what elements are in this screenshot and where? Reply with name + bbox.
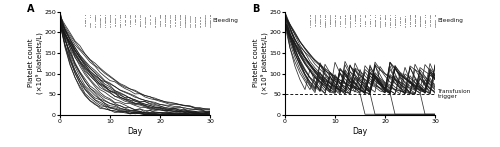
Text: B: B (252, 4, 260, 14)
Text: Bleeding: Bleeding (438, 18, 464, 23)
Text: A: A (27, 4, 34, 14)
Y-axis label: Platelet count
(×10⁹ platelets/L): Platelet count (×10⁹ platelets/L) (28, 32, 42, 94)
Text: Transfusion
trigger: Transfusion trigger (438, 89, 471, 100)
X-axis label: Day: Day (352, 127, 368, 136)
Text: Bleeding: Bleeding (212, 18, 238, 23)
Y-axis label: Platelet count
(×10⁹ platelets/L): Platelet count (×10⁹ platelets/L) (253, 32, 268, 94)
X-axis label: Day: Day (128, 127, 142, 136)
